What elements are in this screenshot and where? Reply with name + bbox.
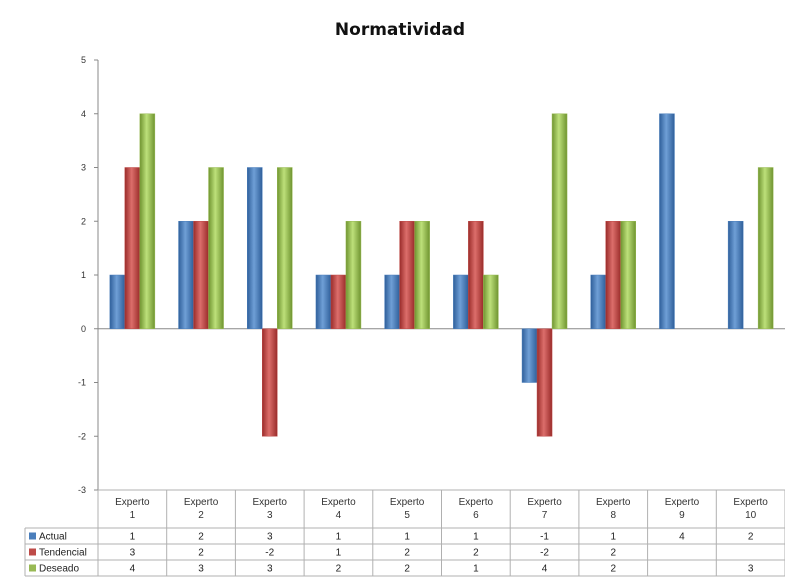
data-table: Experto 1 Experto 2 Experto 3 Experto 4 Experto 5… bbox=[24, 489, 785, 577]
bar-tendencial-7 bbox=[536, 328, 553, 437]
bar-deseado-10 bbox=[757, 167, 774, 329]
bar-tendencial-8 bbox=[605, 221, 621, 329]
data-cell-tendencial-5: 2 bbox=[404, 548, 410, 559]
bar-tendencial-1 bbox=[124, 167, 141, 329]
bars bbox=[109, 113, 774, 437]
y-tick-label: 4 bbox=[81, 109, 86, 119]
category-label: Experto bbox=[733, 497, 768, 508]
data-cell-actual-2: 2 bbox=[198, 532, 204, 543]
data-cell-deseado-7: 4 bbox=[542, 564, 548, 575]
data-cell-deseado-5: 2 bbox=[404, 564, 410, 575]
category-label: Experto bbox=[390, 497, 425, 508]
data-cell-tendencial-8: 2 bbox=[610, 548, 616, 559]
bar-deseado-1 bbox=[139, 113, 156, 329]
bar-tendencial-4 bbox=[330, 274, 347, 329]
data-cell-tendencial-2: 2 bbox=[198, 548, 204, 559]
category-label: 9 bbox=[679, 510, 685, 521]
legend-label-tendencial: Tendencial bbox=[39, 548, 87, 559]
data-cell-actual-9: 4 bbox=[679, 532, 685, 543]
category-label: Experto bbox=[321, 497, 356, 508]
category-label: 3 bbox=[267, 510, 273, 521]
category-label: 7 bbox=[542, 510, 548, 521]
data-cell-deseado-3: 3 bbox=[267, 564, 273, 575]
data-cell-actual-1: 1 bbox=[130, 532, 136, 543]
bar-actual-4 bbox=[315, 274, 332, 329]
data-cell-deseado-1: 4 bbox=[130, 564, 136, 575]
data-cell-deseado-6: 1 bbox=[473, 564, 479, 575]
data-cell-actual-6: 1 bbox=[473, 532, 479, 543]
bar-tendencial-3 bbox=[262, 328, 278, 437]
bar-deseado-5 bbox=[414, 221, 430, 329]
data-cell-tendencial-3: -2 bbox=[265, 548, 274, 559]
y-tick-label: 2 bbox=[81, 216, 86, 226]
category-label: 1 bbox=[130, 510, 136, 521]
y-tick-label: 1 bbox=[81, 270, 86, 280]
y-tick-label: 3 bbox=[81, 163, 86, 173]
bar-tendencial-6 bbox=[468, 221, 484, 329]
category-label: Experto bbox=[527, 497, 562, 508]
legend-key-tendencial bbox=[29, 548, 36, 556]
bar-deseado-3 bbox=[277, 167, 293, 329]
category-label: 8 bbox=[610, 510, 616, 521]
legend-label-actual: Actual bbox=[39, 532, 67, 543]
data-cell-actual-10: 2 bbox=[748, 532, 754, 543]
y-tick-label: 0 bbox=[81, 324, 86, 334]
category-label: Experto bbox=[253, 497, 288, 508]
legend-key-deseado bbox=[29, 564, 36, 572]
category-label: 2 bbox=[198, 510, 204, 521]
bar-deseado-2 bbox=[208, 167, 224, 329]
data-cell-tendencial-6: 2 bbox=[473, 548, 479, 559]
legend-label-deseado: Deseado bbox=[39, 564, 79, 575]
bar-tendencial-5 bbox=[399, 221, 415, 329]
bar-actual-10 bbox=[727, 221, 744, 329]
category-label: 10 bbox=[745, 510, 757, 521]
bar-actual-1 bbox=[109, 274, 126, 329]
bar-actual-3 bbox=[247, 167, 263, 329]
data-cell-deseado-10: 3 bbox=[748, 564, 754, 575]
bar-tendencial-2 bbox=[193, 221, 209, 329]
bar-actual-6 bbox=[453, 274, 469, 329]
category-label: Experto bbox=[596, 497, 631, 508]
bar-deseado-8 bbox=[620, 221, 636, 329]
category-label: Experto bbox=[115, 497, 150, 508]
y-tick-label: -3 bbox=[78, 485, 86, 495]
category-label: 4 bbox=[336, 510, 342, 521]
bar-deseado-7 bbox=[551, 113, 568, 329]
data-cell-actual-4: 1 bbox=[336, 532, 342, 543]
y-tick-label: -1 bbox=[78, 378, 86, 388]
legend-key-actual bbox=[29, 532, 36, 540]
chart-title: Normatividad bbox=[334, 20, 466, 40]
data-cell-actual-8: 1 bbox=[610, 532, 616, 543]
data-cell-actual-5: 1 bbox=[404, 532, 410, 543]
data-cell-tendencial-7: -2 bbox=[540, 548, 549, 559]
data-cell-deseado-8: 2 bbox=[610, 564, 616, 575]
bar-deseado-6 bbox=[483, 274, 499, 329]
bar-actual-8 bbox=[590, 274, 606, 329]
category-label: 5 bbox=[404, 510, 410, 521]
bar-actual-9 bbox=[659, 113, 675, 329]
category-label: Experto bbox=[184, 497, 219, 508]
data-cell-tendencial-1: 3 bbox=[130, 548, 136, 559]
y-tick-label: 5 bbox=[81, 55, 86, 65]
category-label: Experto bbox=[459, 497, 494, 508]
bar-actual-5 bbox=[384, 274, 400, 329]
data-cell-actual-7: -1 bbox=[540, 532, 549, 543]
y-tick-label: -2 bbox=[78, 431, 86, 441]
data-cell-deseado-2: 3 bbox=[198, 564, 204, 575]
category-label: Experto bbox=[665, 497, 700, 508]
data-cell-actual-3: 3 bbox=[267, 532, 273, 543]
category-label: 6 bbox=[473, 510, 479, 521]
bar-deseado-4 bbox=[345, 221, 362, 329]
bar-actual-7 bbox=[521, 328, 538, 383]
data-cell-tendencial-4: 1 bbox=[336, 548, 342, 559]
bar-actual-2 bbox=[178, 221, 194, 329]
data-cell-deseado-4: 2 bbox=[336, 564, 342, 575]
